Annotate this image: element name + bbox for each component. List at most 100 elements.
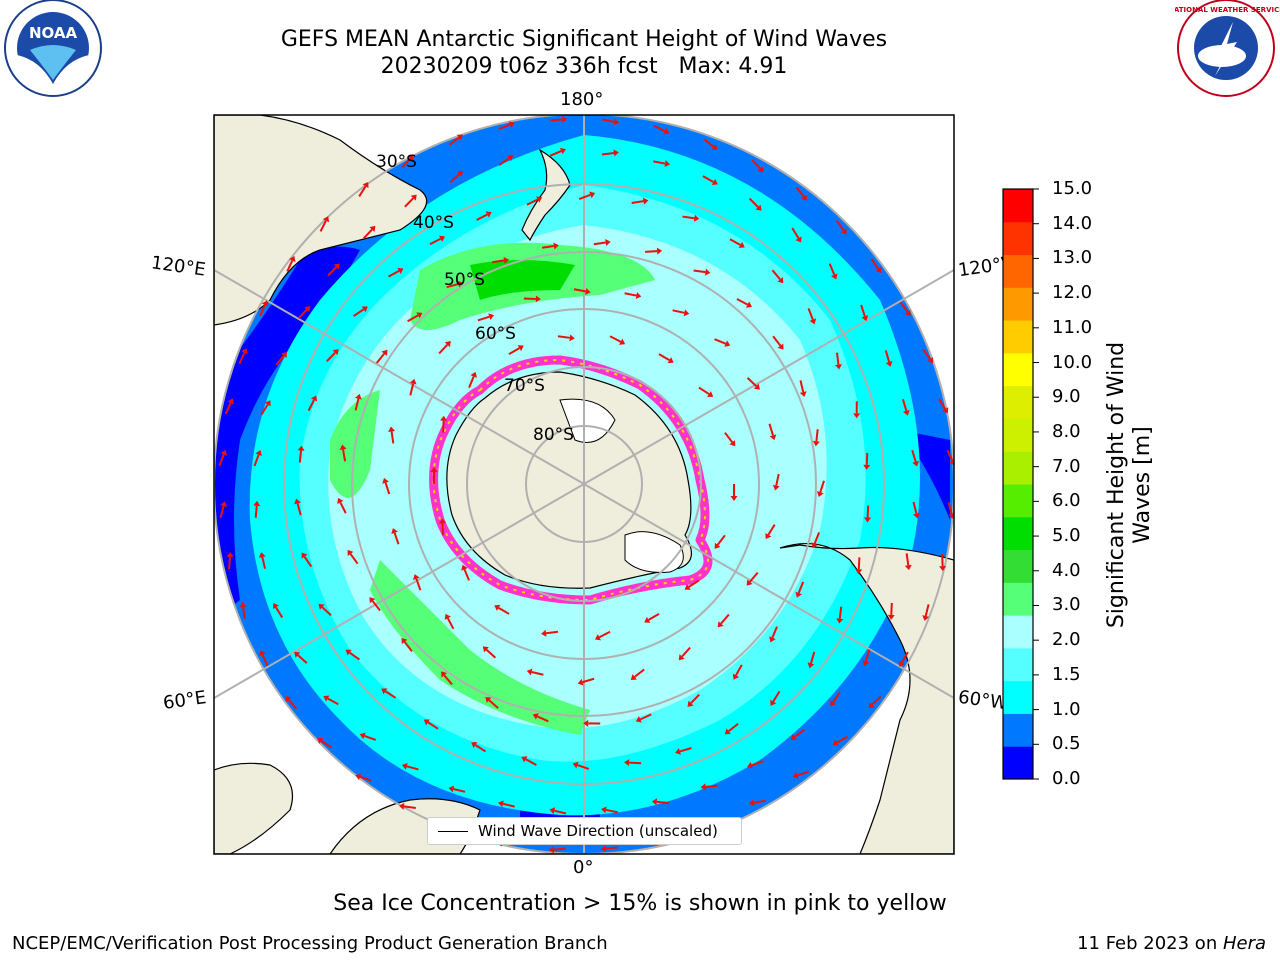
wave-direction-arrow — [682, 215, 695, 220]
wave-direction-arrow — [261, 654, 269, 667]
graticule — [214, 115, 954, 854]
wave-direction-arrowhead — [438, 518, 446, 524]
wave-direction-arrowhead — [887, 614, 895, 620]
wave-direction-arrowhead — [792, 771, 799, 779]
wave-direction-arrowhead — [220, 449, 228, 456]
wave-direction-arrow — [593, 241, 606, 246]
wave-direction-arrowhead — [441, 671, 447, 678]
footer-date-text: 11 Feb 2023 on — [1077, 933, 1223, 954]
wave-direction-arrow — [307, 399, 315, 412]
wave-direction-arrow — [446, 283, 459, 289]
wave-direction-arrow — [736, 298, 749, 306]
wave-direction-arrowhead — [644, 616, 651, 623]
footer-org: NCEP/EMC/Verification Post Processing Pr… — [12, 933, 608, 954]
wave-direction-arrow — [358, 185, 367, 197]
wave-direction-arrow — [259, 304, 266, 317]
lat-label-30s: 30°S — [376, 152, 417, 172]
wave-direction-arrow — [253, 454, 260, 467]
wave-direction-arrow — [912, 501, 918, 514]
wave-direction-arrowhead — [600, 845, 607, 853]
wave-direction-arrowhead — [227, 398, 234, 405]
wave-direction-arrow — [602, 118, 615, 123]
wave-direction-arrowhead — [553, 242, 559, 250]
colorbar-tick-label: 5.0 — [1052, 525, 1081, 547]
wave-direction-arrow — [449, 173, 460, 183]
australia-land — [214, 115, 428, 326]
wave-direction-arrow — [819, 480, 825, 493]
wave-direction-arrow — [866, 505, 870, 518]
wave-direction-arrowhead — [264, 400, 271, 407]
wave-direction-arrow — [476, 213, 488, 221]
wave-direction-arrow — [714, 338, 727, 345]
wave-direction-arrow — [772, 335, 782, 347]
wave-direction-arrowhead — [770, 699, 777, 706]
wave-direction-arrow — [746, 377, 757, 387]
wave-direction-arrowhead — [589, 191, 596, 199]
lon-label-0: 0° — [573, 857, 594, 878]
wave-direction-arrowhead — [241, 348, 248, 355]
wave-direction-arrowhead — [337, 497, 344, 505]
wave-direction-arrow — [321, 606, 332, 617]
wave-direction-arrow — [448, 136, 460, 146]
wave-direction-arrow — [342, 449, 347, 462]
wave-direction-arrow — [658, 353, 670, 361]
wave-direction-arrow — [502, 802, 515, 808]
wave-direction-arrow — [578, 193, 591, 200]
wave-direction-arrow — [703, 138, 715, 148]
wave-direction-arrow — [526, 198, 539, 206]
wave-direction-arrowhead — [635, 292, 642, 299]
wave-direction-arrowhead — [693, 214, 700, 222]
wave-direction-arrowhead — [904, 310, 911, 317]
colorbar-tick-label: 6.0 — [1052, 490, 1081, 512]
wave-direction-arrowhead — [381, 349, 388, 356]
wave-direction-arrow — [485, 648, 497, 659]
wave-direction-arrowhead — [517, 345, 524, 352]
wave-direction-arrow — [498, 123, 511, 130]
wave-direction-arrow — [296, 503, 302, 516]
new-zealand-land — [521, 148, 571, 242]
wave-direction-arrowhead — [853, 413, 861, 419]
wave-direction-arrow — [857, 557, 861, 570]
wave-direction-arrowhead — [913, 512, 920, 519]
wave-direction-arrowhead — [448, 785, 455, 793]
wave-direction-arrowhead — [549, 807, 556, 815]
wave-direction-arrowhead — [812, 440, 820, 447]
wave-direction-arrowhead — [724, 340, 731, 347]
wave-direction-arrowhead — [624, 759, 630, 767]
wave-direction-arrow — [724, 432, 734, 443]
wave-direction-arrowhead — [630, 674, 637, 680]
wave-direction-arrow — [832, 691, 841, 703]
wave-direction-arrow — [797, 770, 810, 777]
wave-direction-arrowhead — [430, 467, 438, 472]
wave-direction-arrow — [901, 399, 908, 412]
wave-direction-arrowhead — [664, 160, 671, 168]
wave-direction-arrowhead — [397, 267, 404, 275]
wave-direction-arrow — [508, 347, 520, 355]
wave-direction-arrowhead — [339, 444, 347, 450]
wave-direction-arrowhead — [683, 309, 690, 317]
wave-direction-arrowhead — [613, 149, 619, 157]
map-subtitle: 20230209 t06z 336h fcst Max: 4.91 — [380, 54, 788, 79]
wave-direction-arrow — [624, 292, 637, 297]
wave-direction-arrow — [326, 351, 336, 362]
wave-direction-arrow — [653, 160, 666, 165]
wave-direction-arrowhead — [226, 552, 234, 558]
wave-direction-arrow — [753, 799, 766, 804]
wave-direction-arrow — [477, 315, 490, 322]
map-title: GEFS MEAN Antarctic Significant Height o… — [280, 27, 888, 52]
wave-direction-arrow — [406, 765, 419, 771]
wave-direction-arrowhead — [362, 182, 369, 189]
wave-direction-arrow — [453, 788, 466, 793]
wave-direction-arrow — [672, 309, 685, 314]
wave-direction-arrowhead — [444, 613, 451, 620]
wave-direction-arrowhead — [559, 147, 566, 155]
colorbar-tick-label: 14.0 — [1052, 212, 1093, 234]
wave-direction-arrowhead — [700, 783, 706, 791]
wave-direction-arrow — [601, 151, 615, 156]
wave-direction-arrowhead — [485, 696, 492, 703]
wave-direction-arrowhead — [322, 216, 330, 223]
nws-logo: NATIONAL WEATHER SERVICE — [1175, 0, 1280, 97]
colorbar-title: Significant Height of Wind Waves [m] — [1104, 341, 1155, 629]
wave-direction-arrowhead — [569, 334, 575, 342]
wave-direction-arrow — [303, 556, 313, 568]
